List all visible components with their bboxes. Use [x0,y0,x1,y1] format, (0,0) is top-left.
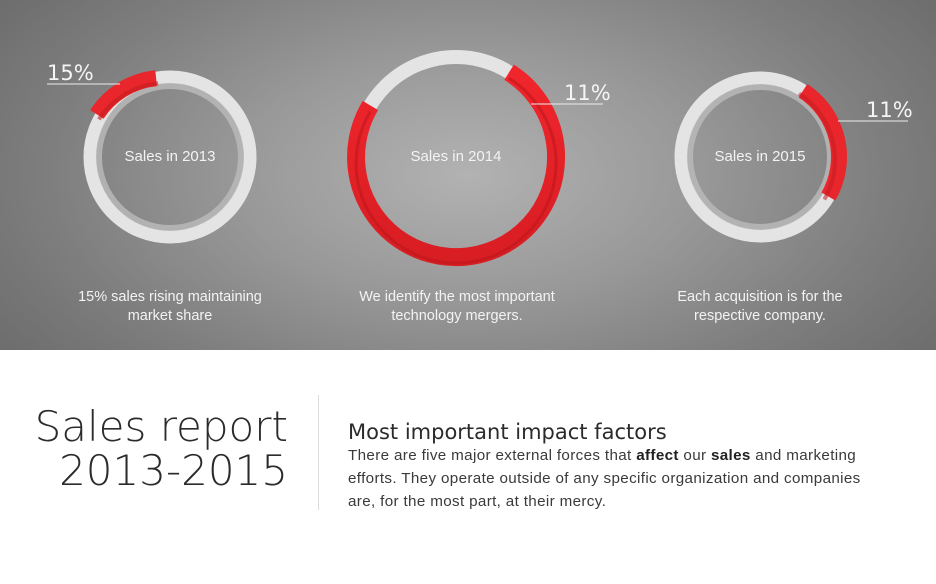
ring-2014-label: Sales in 2014 [410,148,502,165]
ring-2013-highlight [90,70,158,119]
report-section: Sales report 2013-2015 Most important im… [0,350,936,584]
ring-2014 [347,50,603,267]
ring-2013-caption-line2: market share [127,308,213,324]
stats-banner: 15% 11% 11% Sales in 2013 Sales in 2014 … [0,0,936,350]
ring-2013-caption-line1: 15% sales rising maintaining [78,289,262,305]
body-text-part3: and marketing efforts. They operate outs… [348,447,861,510]
vertical-divider [318,395,319,510]
ring-2013-highlight-shade [97,81,159,121]
ring-2013-percent: 15% [47,61,94,85]
ring-2015-percent: 11% [866,98,913,122]
ring-charts [47,50,908,267]
ring-2013-track [83,70,257,244]
ring-2013-inner-shadow [96,83,244,231]
ring-2014-percent: 11% [564,81,611,105]
ring-2014-highlight-shade [354,77,558,265]
ring-2014-caption: We identify the most important technolog… [337,288,577,326]
body-text-part2: our [678,447,711,464]
body-bold-sales: sales [710,447,751,464]
ring-2015-highlight [798,83,847,201]
report-title: Sales report 2013-2015 [35,405,288,493]
ring-2015-inner-shadow [687,84,833,230]
ring-2013 [47,70,257,244]
report-title-line1: Sales report [34,402,288,451]
report-title-line2: 2013-2015 [59,446,288,495]
body-bold-affect: affect [636,447,679,464]
ring-2015-caption-line2: respective company. [694,308,826,324]
ring-2015-caption: Each acquisition is for the respective c… [640,288,880,326]
ring-2014-caption-line2: technology mergers. [391,308,523,324]
ring-2013-caption: 15% sales rising maintaining market shar… [50,288,290,326]
ring-2015 [674,71,908,243]
ring-2015-label: Sales in 2015 [714,148,806,165]
ring-2014-caption-line1: We identify the most important [359,289,555,305]
ring-2015-highlight-shade [797,92,837,201]
ring-2013-label: Sales in 2013 [124,148,216,165]
impact-factors-body: There are five major external forces tha… [348,444,888,513]
ring-2015-caption-line1: Each acquisition is for the [677,289,843,305]
body-text-part1: There are five major external forces tha… [348,447,637,464]
impact-factors-heading: Most important impact factors [348,420,667,444]
